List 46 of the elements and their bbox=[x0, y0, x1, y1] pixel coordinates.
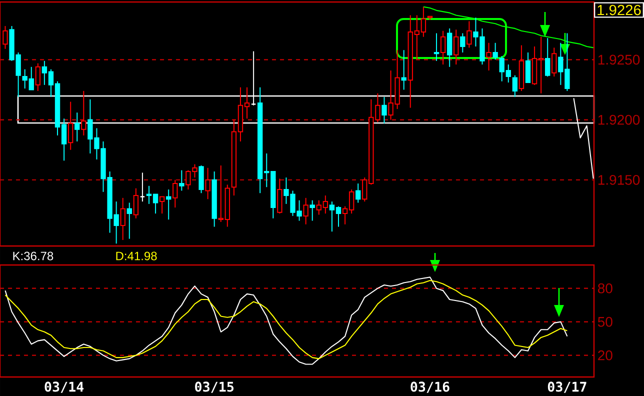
candlestick bbox=[401, 50, 406, 90]
candlestick bbox=[552, 47, 557, 78]
candlestick bbox=[81, 90, 86, 136]
candlestick bbox=[126, 202, 132, 240]
candlestick bbox=[159, 196, 165, 214]
y-tick-label: 1.9200 bbox=[598, 114, 640, 125]
candlestick bbox=[512, 74, 518, 98]
candlestick bbox=[277, 178, 282, 214]
candlestick bbox=[68, 101, 74, 150]
candlestick bbox=[35, 62, 40, 92]
candlestick bbox=[2, 26, 8, 50]
candlestick bbox=[140, 172, 146, 202]
text: 1.9226 bbox=[598, 4, 641, 16]
x-tick-label: 03/16 bbox=[410, 382, 450, 393]
candlestick bbox=[545, 38, 550, 78]
candlestick bbox=[179, 170, 184, 192]
candlestick bbox=[310, 200, 315, 222]
candlestick bbox=[454, 29, 459, 65]
candlestick bbox=[492, 42, 498, 60]
x-tick-label: 03/15 bbox=[195, 382, 234, 393]
y-tick-label: 50 bbox=[598, 316, 612, 327]
candlestick bbox=[356, 182, 361, 204]
candlestick bbox=[133, 188, 139, 219]
x-tick-label: 03/14 bbox=[44, 382, 84, 393]
y-tick-label: 20 bbox=[598, 350, 612, 360]
candlestick bbox=[440, 30, 446, 65]
y-tick-label: 1.9250 bbox=[598, 54, 640, 65]
candlestick bbox=[434, 32, 440, 62]
candlestick bbox=[486, 42, 492, 72]
y-tick-label: 80 bbox=[598, 283, 612, 294]
candlestick bbox=[166, 189, 172, 220]
y-tick-label: 1.9150 bbox=[598, 174, 640, 185]
candlestick bbox=[382, 96, 387, 124]
x-tick-label: 03/17 bbox=[548, 382, 586, 393]
candlestick bbox=[303, 197, 308, 225]
candlestick bbox=[446, 28, 452, 68]
candlestick bbox=[120, 197, 126, 240]
candlestick bbox=[466, 20, 472, 48]
text: K:36.78 bbox=[13, 252, 54, 260]
candlestick bbox=[205, 167, 210, 200]
candlestick bbox=[172, 179, 178, 208]
candlestick bbox=[460, 32, 466, 53]
text: D:41.98 bbox=[116, 252, 157, 260]
candlestick bbox=[74, 112, 80, 142]
candlestick bbox=[198, 164, 204, 194]
candlestick bbox=[525, 52, 531, 84]
